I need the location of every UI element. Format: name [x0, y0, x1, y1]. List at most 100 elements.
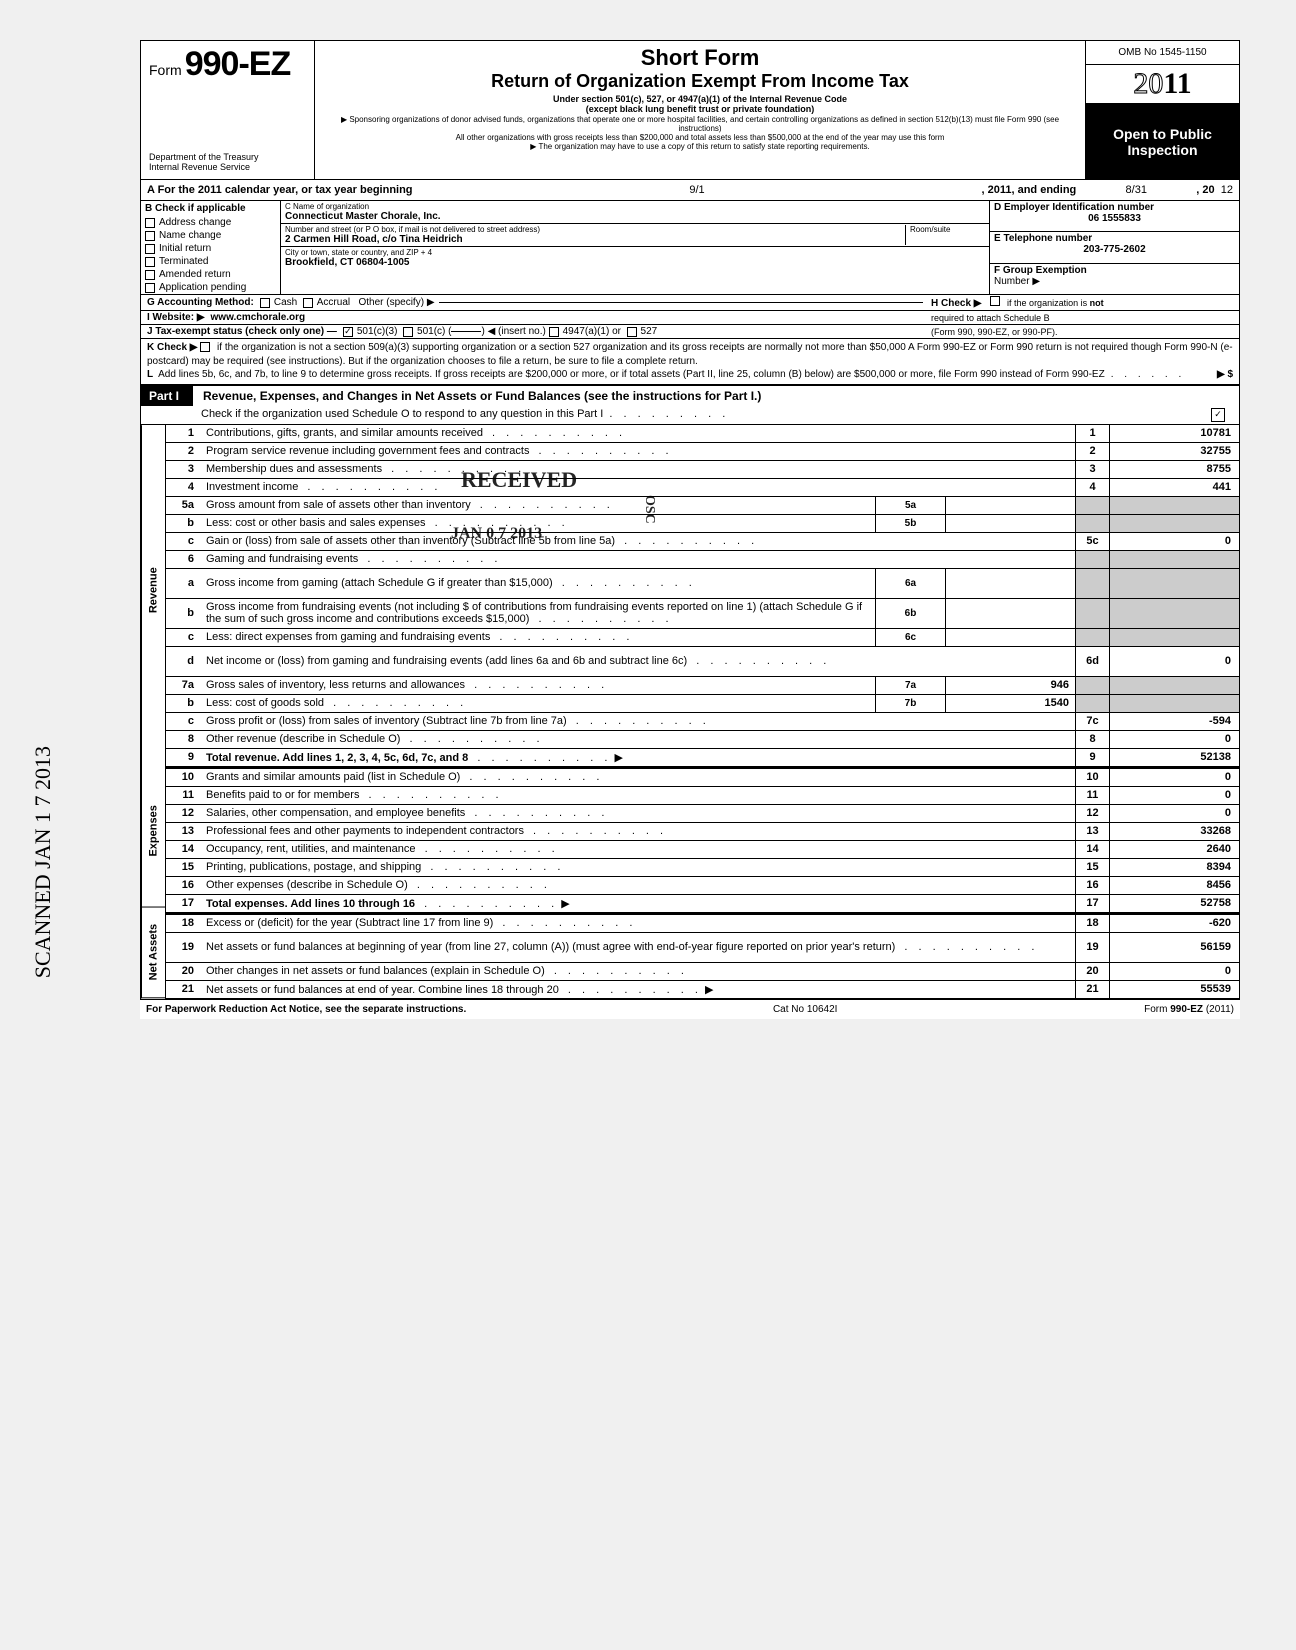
part1-sub-text: Check if the organization used Schedule … [201, 408, 603, 420]
line-no: 4 [166, 479, 202, 496]
line-no: 20 [166, 963, 202, 980]
room-label: Room/suite [910, 225, 985, 234]
num-col: 13 [1075, 823, 1109, 840]
line-a-end: 8/31 [1076, 184, 1196, 196]
grid-line: bLess: cost of goods sold . . . . . . . … [166, 695, 1239, 713]
form-number: 990-EZ [185, 45, 291, 84]
g-cash-checkbox[interactable] [260, 298, 270, 308]
line-desc: Salaries, other compensation, and employ… [202, 805, 1075, 822]
line-no: 15 [166, 859, 202, 876]
num-col-shaded [1075, 515, 1109, 532]
line-desc: Other revenue (describe in Schedule O) .… [202, 731, 1075, 748]
footer-left: For Paperwork Reduction Act Notice, see … [146, 1004, 466, 1015]
side-revenue: Revenue [141, 425, 165, 756]
line-desc: Gross sales of inventory, less returns a… [202, 677, 875, 694]
grid-line: 4Investment income . . . . . . . . . .44… [166, 479, 1239, 497]
sponsor-text: ▶ Sponsoring organizations of donor advi… [325, 115, 1075, 133]
val-col: 0 [1109, 963, 1239, 980]
h-text: if the organization is not [1007, 298, 1104, 308]
line-no: 9 [166, 749, 202, 766]
b-checkbox[interactable] [145, 257, 155, 267]
j-501c-checkbox[interactable] [403, 327, 413, 337]
b-checkbox[interactable] [145, 244, 155, 254]
num-col-shaded [1075, 569, 1109, 598]
line-a-prefix: A For the 2011 calendar year, or tax yea… [147, 184, 413, 196]
j-527: 527 [641, 326, 658, 337]
num-col: 20 [1075, 963, 1109, 980]
sub-value [945, 497, 1075, 514]
val-col: 8394 [1109, 859, 1239, 876]
grid-line: 12Salaries, other compensation, and empl… [166, 805, 1239, 823]
h-checkbox[interactable] [990, 296, 1000, 306]
sub-label: 7b [875, 695, 945, 712]
j-501c3: 501(c)(3) [357, 326, 398, 337]
open1: Open to Public [1086, 126, 1239, 142]
j-4947-checkbox[interactable] [549, 327, 559, 337]
k-checkbox[interactable] [200, 342, 210, 352]
f-label2: Number ▶ [994, 276, 1235, 287]
grid-line: 14Occupancy, rent, utilities, and mainte… [166, 841, 1239, 859]
tax-year: 2011 [1086, 65, 1239, 104]
val-col: 0 [1109, 769, 1239, 786]
num-col: 2 [1075, 443, 1109, 460]
part1-sub: Check if the organization used Schedule … [140, 406, 1240, 425]
ghij-block: G Accounting Method: Cash Accrual Other … [140, 295, 1240, 339]
line-no: 12 [166, 805, 202, 822]
line-no: 10 [166, 769, 202, 786]
b-checkbox[interactable] [145, 283, 155, 293]
b-checkbox[interactable] [145, 270, 155, 280]
grid-line: 19Net assets or fund balances at beginni… [166, 933, 1239, 963]
side-expenses: Expenses [141, 756, 165, 908]
num-col: 4 [1075, 479, 1109, 496]
val-col-shaded [1109, 569, 1239, 598]
b-check-label: Application pending [159, 282, 246, 293]
e-value: 203-775-2602 [994, 244, 1235, 255]
line-desc: Net income or (loss) from gaming and fun… [202, 647, 1075, 676]
b-checkbox[interactable] [145, 231, 155, 241]
grid-line: 2Program service revenue including gover… [166, 443, 1239, 461]
num-col: 17 [1075, 895, 1109, 912]
line-desc: Gross profit or (loss) from sales of inv… [202, 713, 1075, 730]
form-page: SCANNED JAN 1 7 2013 Form 990-EZ Departm… [140, 40, 1240, 1019]
line-desc: Gain or (loss) from sale of assets other… [202, 533, 1075, 550]
line-no: c [166, 713, 202, 730]
title-sub: Return of Organization Exempt From Incom… [325, 71, 1075, 92]
d-label: D Employer Identification number [994, 202, 1235, 213]
b-left: B Check if applicable Address changeName… [141, 201, 281, 294]
val-col: 0 [1109, 731, 1239, 748]
line-desc: Membership dues and assessments . . . . … [202, 461, 1075, 478]
num-col-shaded [1075, 695, 1109, 712]
num-col: 14 [1075, 841, 1109, 858]
j-527-checkbox[interactable] [627, 327, 637, 337]
part1-checkbox[interactable]: ✓ [1211, 408, 1225, 422]
grid-line: cGain or (loss) from sale of assets othe… [166, 533, 1239, 551]
val-col: 52138 [1109, 749, 1239, 766]
line-desc: Contributions, gifts, grants, and simila… [202, 425, 1075, 442]
j-label: J Tax-exempt status (check only one) — [147, 326, 337, 337]
dept2: Internal Revenue Service [149, 163, 306, 173]
b-checkbox[interactable] [145, 218, 155, 228]
line-desc: Less: direct expenses from gaming and fu… [202, 629, 875, 646]
line-desc: Benefits paid to or for members . . . . … [202, 787, 1075, 804]
l-arrow: ▶ $ [1217, 368, 1233, 382]
g-accrual-checkbox[interactable] [303, 298, 313, 308]
sub-label: 6b [875, 599, 945, 628]
line-desc: Gross income from fundraising events (no… [202, 599, 875, 628]
side-netassets: Net Assets [141, 907, 165, 998]
dept-text: Department of the Treasury Internal Reve… [149, 153, 306, 173]
line-no: 7a [166, 677, 202, 694]
j-501c: 501(c) ( [417, 326, 451, 337]
line-no: 8 [166, 731, 202, 748]
num-col-shaded [1075, 677, 1109, 694]
part1-tab: Part I [141, 386, 193, 406]
line-desc: Investment income . . . . . . . . . . [202, 479, 1075, 496]
line-a-begin: 9/1 [413, 184, 982, 196]
line-no: 21 [166, 981, 202, 998]
j-501c3-checkbox[interactable]: ✓ [343, 327, 353, 337]
osc-stamp: OSC [641, 495, 657, 524]
g-other: Other (specify) ▶ [358, 297, 434, 308]
footer-right: Form 990-EZ (2011) [1144, 1004, 1234, 1015]
line-desc: Net assets or fund balances at beginning… [202, 933, 1075, 962]
line-desc: Net assets or fund balances at end of ye… [202, 981, 1075, 998]
line-desc: Less: cost of goods sold . . . . . . . .… [202, 695, 875, 712]
